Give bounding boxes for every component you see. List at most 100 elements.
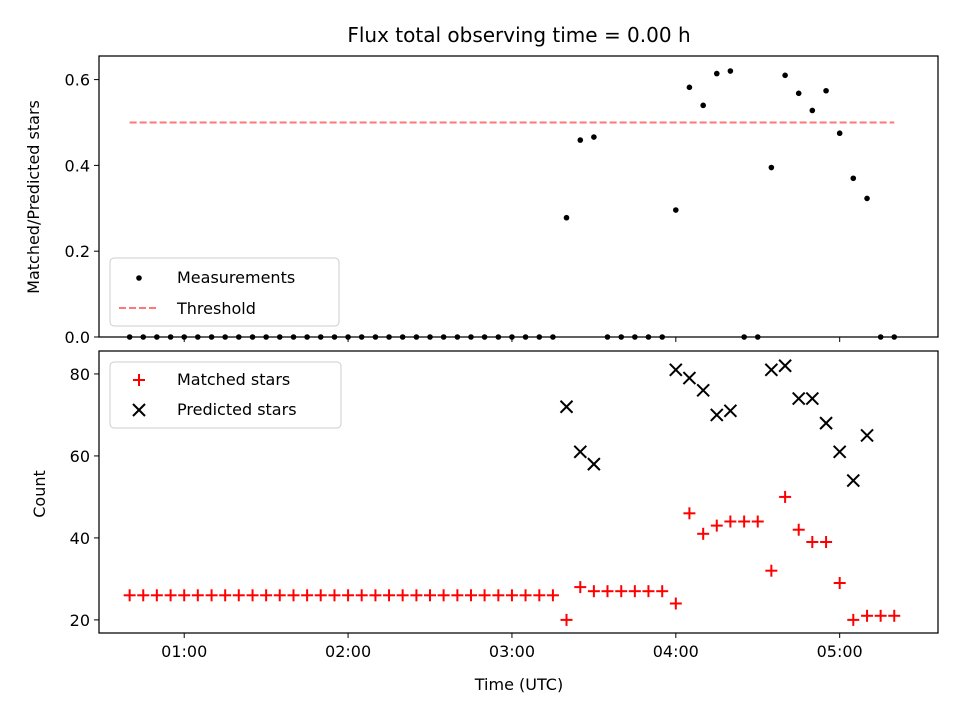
matched-stars-point bbox=[710, 519, 723, 532]
matched-stars-point bbox=[505, 589, 518, 602]
measurements-point bbox=[795, 90, 802, 97]
matched-stars-point bbox=[492, 589, 505, 602]
bottom-y-axis-title: Count bbox=[30, 470, 49, 518]
bottom-legend-box bbox=[109, 361, 342, 429]
bottom-y-tick-label: 20 bbox=[70, 611, 90, 630]
predicted-stars-point bbox=[778, 359, 792, 373]
matched-stars-point bbox=[587, 585, 600, 598]
top-legend-box bbox=[109, 257, 340, 327]
matched-stars-point bbox=[191, 589, 204, 602]
measurements-point bbox=[591, 134, 597, 140]
matched-stars-point bbox=[464, 589, 477, 602]
matched-stars-point bbox=[410, 589, 423, 602]
legend-marker-matched-stars bbox=[133, 374, 145, 386]
top-x-axis bbox=[183, 337, 841, 342]
matched-stars-point bbox=[601, 585, 614, 598]
matched-stars-point bbox=[519, 589, 532, 602]
matched-stars-point bbox=[628, 585, 641, 598]
top-axes-frame bbox=[98, 55, 939, 338]
legend-label-measurements: Measurements bbox=[177, 268, 295, 287]
x-axis-title: Time (UTC) bbox=[474, 675, 563, 694]
predicted-stars-point bbox=[682, 371, 697, 385]
matched-stars-point bbox=[342, 589, 355, 602]
predicted-stars-point bbox=[669, 363, 683, 377]
predicted-stars-point bbox=[805, 391, 820, 406]
bottom-x-axis: 01:00 02:00 03:00 04:00 05:00 bbox=[161, 633, 863, 661]
legend-marker-predicted-stars bbox=[132, 403, 146, 417]
top-y-tick-label: 0.2 bbox=[65, 242, 90, 261]
bottom-legend: Matched stars Predicted stars bbox=[109, 361, 342, 429]
top-y-axis: 0.0 0.2 0.4 0.6 bbox=[65, 71, 99, 347]
matched-stars-point bbox=[861, 609, 874, 622]
matched-stars-point bbox=[437, 589, 450, 602]
bottom-x-tick-label: 04:00 bbox=[653, 642, 699, 661]
matched-stars-point bbox=[287, 589, 300, 602]
bottom-x-tick-label: 03:00 bbox=[489, 642, 535, 661]
predicted-stars-point bbox=[723, 404, 738, 418]
matched-stars-point bbox=[546, 589, 559, 602]
measurements-point bbox=[809, 107, 816, 114]
matched-stars-point bbox=[847, 613, 860, 626]
matched-stars-point bbox=[697, 527, 710, 540]
matched-stars-point bbox=[355, 589, 368, 602]
matched-stars-point bbox=[888, 609, 901, 622]
matched-stars-point bbox=[383, 589, 396, 602]
predicted-stars-point bbox=[832, 445, 847, 459]
bottom-y-tick-label: 40 bbox=[70, 529, 90, 548]
matched-stars-point bbox=[232, 589, 245, 602]
legend-label-predicted-stars: Predicted stars bbox=[177, 400, 297, 419]
legend-label-matched-stars: Matched stars bbox=[177, 370, 290, 389]
matched-stars-point bbox=[765, 564, 778, 577]
predicted-stars-point bbox=[710, 408, 724, 422]
legend-marker-measurements bbox=[136, 275, 142, 281]
measurements-point bbox=[577, 137, 584, 143]
measurements-point bbox=[713, 70, 720, 77]
predicted-stars-point bbox=[819, 416, 833, 430]
matched-stars-point bbox=[451, 589, 464, 602]
matched-stars-point bbox=[820, 536, 833, 549]
matched-stars-point bbox=[574, 581, 587, 594]
matched-stars-point bbox=[656, 585, 669, 598]
matched-stars-point bbox=[642, 585, 655, 598]
bottom-y-tick-label: 60 bbox=[70, 447, 90, 466]
predicted-stars-point bbox=[860, 428, 874, 443]
matched-stars-point bbox=[806, 536, 819, 549]
matched-stars-point bbox=[137, 589, 150, 602]
predicted-stars-point bbox=[696, 383, 710, 398]
matched-stars-point bbox=[738, 515, 751, 528]
matched-stars-point bbox=[424, 589, 437, 602]
predicted-stars-point bbox=[764, 363, 779, 377]
matched-stars-point bbox=[792, 523, 805, 536]
measurements-point bbox=[727, 68, 734, 74]
measurements-point bbox=[563, 214, 570, 221]
measurements-point bbox=[782, 72, 788, 79]
predicted-stars-point bbox=[573, 445, 587, 459]
bottom-y-tick-label: 80 bbox=[70, 365, 90, 384]
matched-stars-point bbox=[369, 589, 382, 602]
measurements-point bbox=[823, 87, 829, 94]
matched-stars-point bbox=[150, 589, 163, 602]
top-y-axis-title: Matched/Predicted stars bbox=[24, 100, 43, 294]
matched-stars-point bbox=[833, 576, 846, 589]
measurements-point bbox=[864, 195, 870, 202]
bottom-x-tick-label: 05:00 bbox=[817, 642, 863, 661]
matched-stars-point bbox=[724, 515, 737, 528]
top-y-tick-label: 0.6 bbox=[65, 71, 90, 90]
matched-stars-point bbox=[301, 589, 314, 602]
bottom-axes-frame bbox=[98, 350, 939, 634]
top-y-tick-label: 0.4 bbox=[65, 156, 90, 175]
matched-stars-point bbox=[260, 589, 273, 602]
bottom-x-tick-label: 01:00 bbox=[161, 642, 207, 661]
matched-stars-point bbox=[560, 613, 573, 626]
matched-stars-point bbox=[164, 589, 177, 602]
matched-stars-point bbox=[328, 589, 341, 602]
matched-stars-point bbox=[273, 589, 286, 602]
predicted-stars-point bbox=[587, 457, 601, 471]
chart-title: Flux total observing time = 0.00 h bbox=[347, 23, 690, 47]
measurements-point bbox=[700, 102, 706, 109]
measurements-point bbox=[768, 164, 775, 171]
measurements-point bbox=[673, 207, 679, 213]
matched-stars-point bbox=[314, 589, 327, 602]
matched-stars-point bbox=[178, 589, 191, 602]
